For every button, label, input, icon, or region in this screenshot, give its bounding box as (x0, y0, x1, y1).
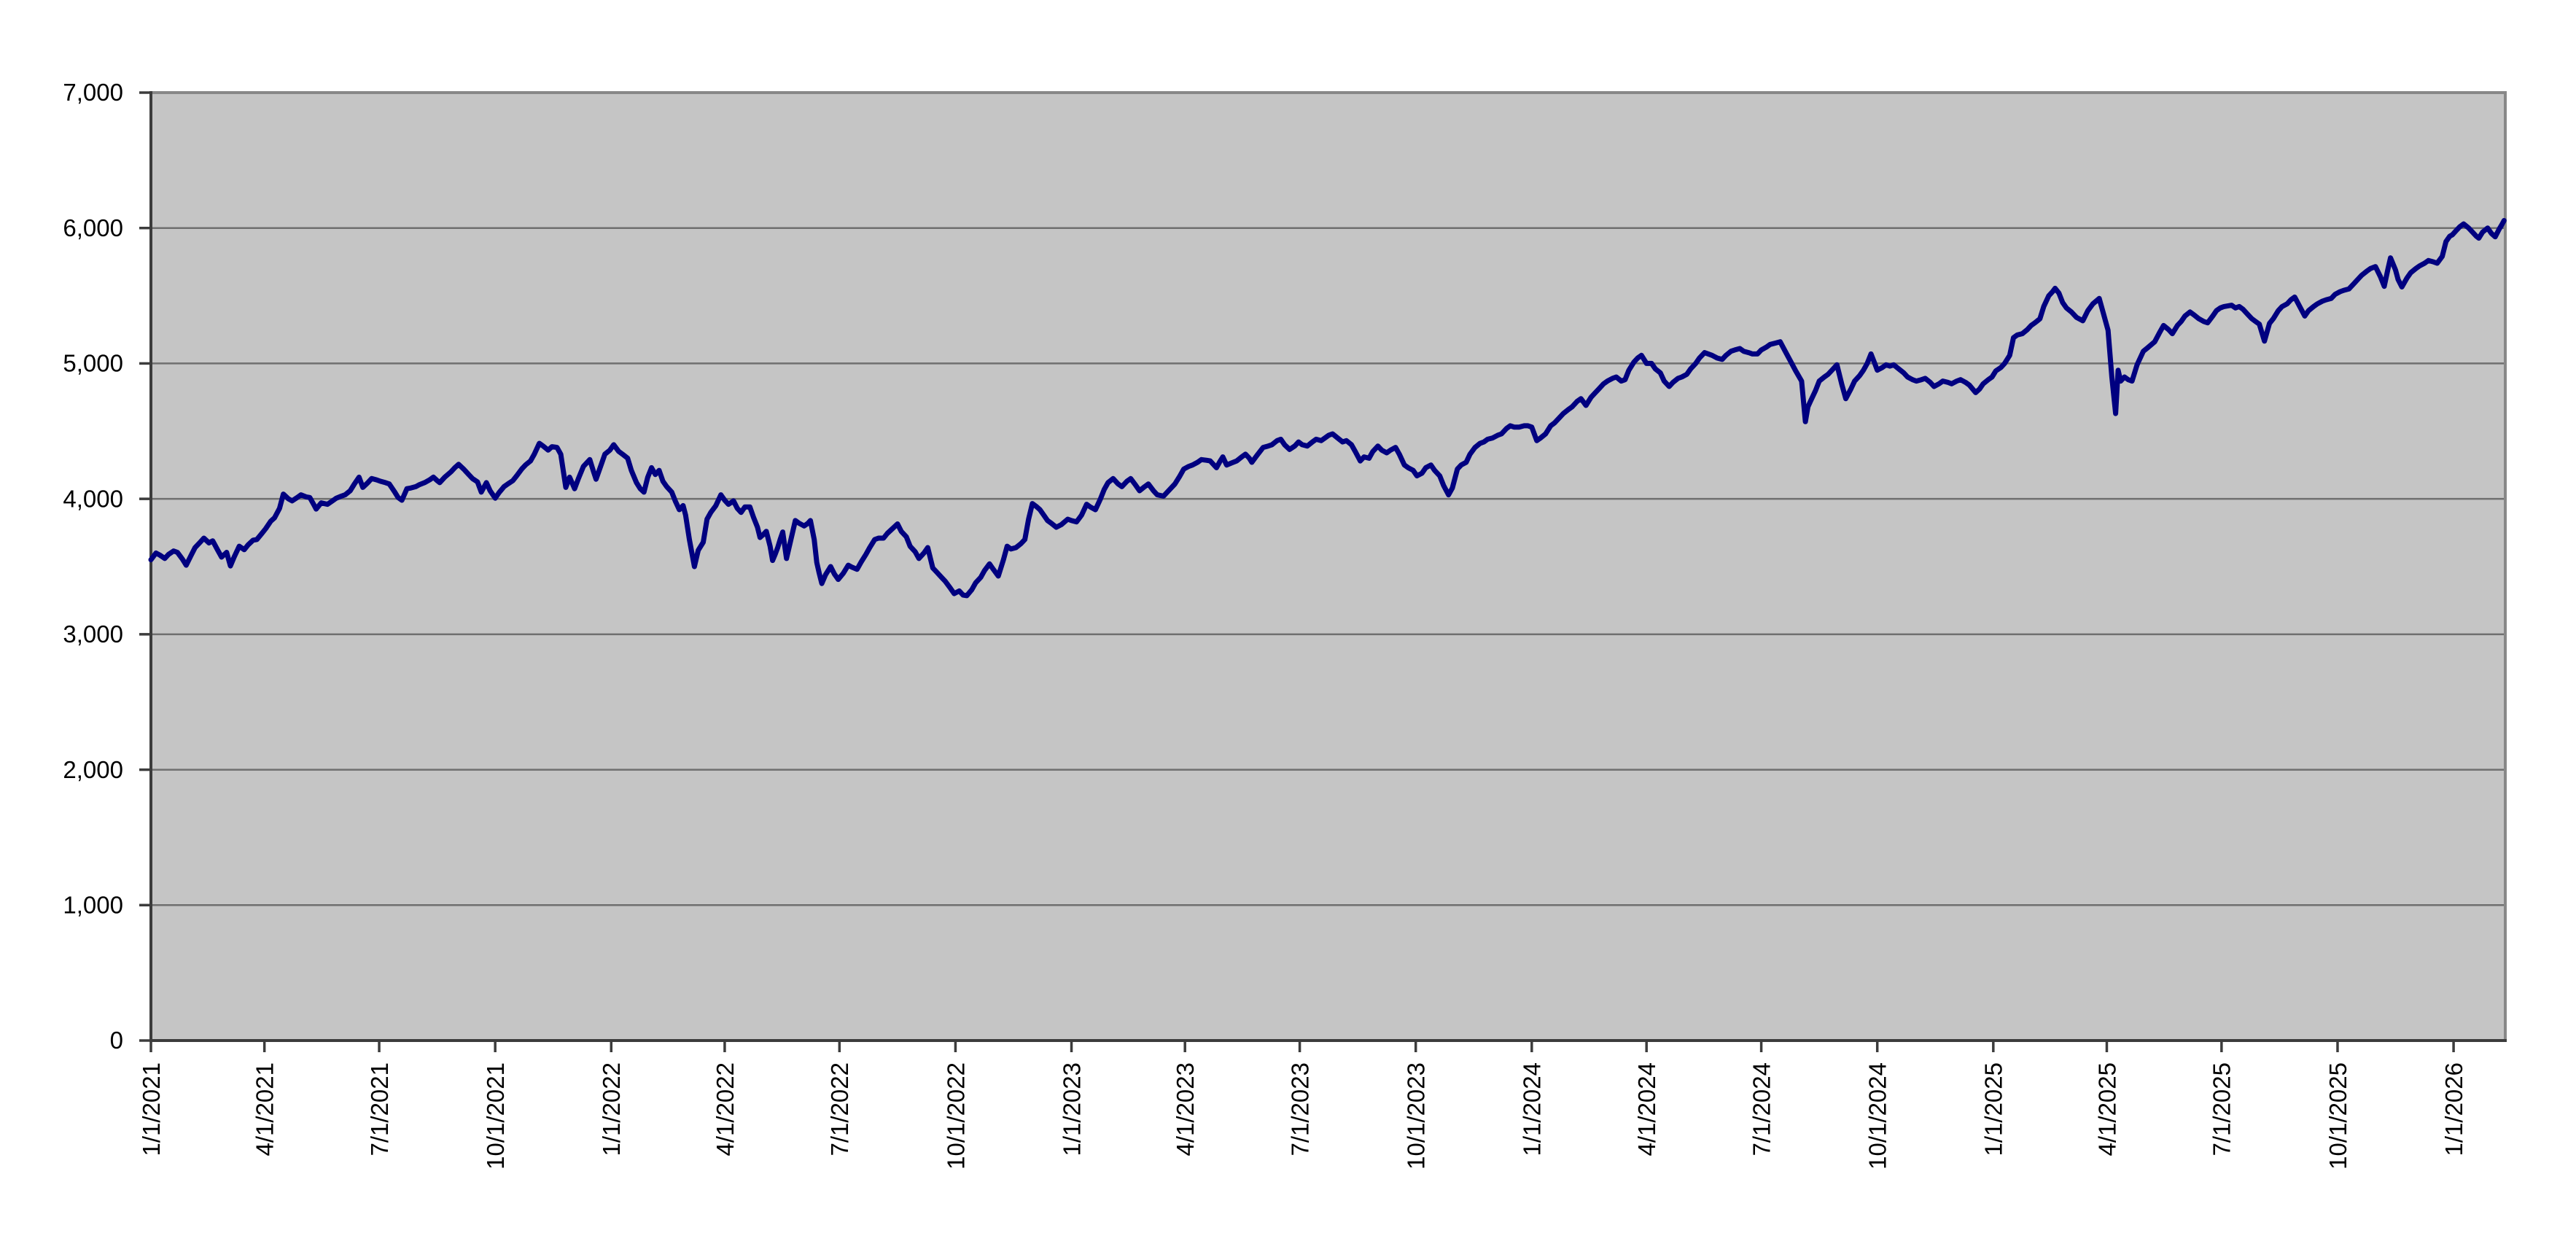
x-axis-label: 7/1/2024 (1748, 1062, 1775, 1156)
plot-area (151, 93, 2505, 1041)
x-axis-label: 4/1/2021 (252, 1062, 279, 1156)
x-axis-label: 1/1/2023 (1058, 1062, 1085, 1156)
y-axis-label: 1,000 (63, 892, 123, 919)
x-axis-label: 4/1/2023 (1172, 1062, 1199, 1156)
y-axis-label: 3,000 (63, 621, 123, 648)
x-axis-label: 4/1/2022 (712, 1062, 739, 1156)
x-axis-label: 7/1/2023 (1286, 1062, 1313, 1156)
x-axis-label: 10/1/2025 (2324, 1062, 2351, 1170)
x-axis-label: 1/1/2022 (598, 1062, 625, 1156)
y-axis-label: 5,000 (63, 350, 123, 377)
price-line-series (148, 218, 2507, 599)
x-axis-label: 7/1/2022 (826, 1062, 853, 1156)
x-axis-label: 1/1/2025 (1980, 1062, 2007, 1156)
y-axis-label: 7,000 (63, 79, 123, 106)
x-axis-label: 4/1/2024 (1633, 1062, 1660, 1156)
y-axis-label: 0 (110, 1027, 123, 1054)
x-axis-label: 10/1/2021 (482, 1062, 509, 1170)
x-axis-label: 4/1/2025 (2093, 1062, 2120, 1156)
x-axis-label: 1/1/2026 (2440, 1062, 2467, 1156)
x-axis-label: 10/1/2024 (1864, 1062, 1891, 1170)
x-axis-label: 1/1/2021 (138, 1062, 165, 1156)
x-axis-label: 10/1/2022 (942, 1062, 969, 1170)
x-axis-label: 7/1/2025 (2209, 1062, 2235, 1156)
y-axis-label: 4,000 (63, 485, 123, 512)
y-axis-label: 2,000 (63, 756, 123, 783)
x-axis-label: 10/1/2023 (1403, 1062, 1430, 1170)
x-axis-label: 7/1/2021 (366, 1062, 393, 1156)
x-axis-label: 1/1/2024 (1519, 1062, 1546, 1156)
y-axis-label: 6,000 (63, 214, 123, 241)
